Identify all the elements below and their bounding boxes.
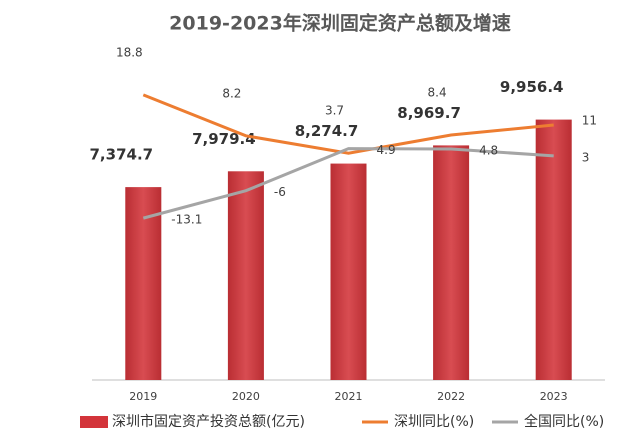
line-value-label: 11: [582, 114, 597, 128]
bar-value-label: 8,274.7: [295, 122, 359, 140]
legend-label: 深圳同比(%): [394, 414, 474, 430]
x-tick-label: 2023: [540, 390, 568, 403]
line-value-label: 4.8: [479, 143, 498, 157]
line-value-label: 3.7: [325, 104, 344, 118]
line-value-label: 3: [582, 150, 590, 164]
bar-shade: [125, 187, 162, 380]
chart-title: 2019-2023年深圳固定资产总额及增速: [169, 12, 511, 35]
x-tick-label: 2022: [437, 390, 465, 403]
bar-value-label: 7,374.7: [90, 146, 154, 164]
line: [142, 147, 554, 220]
line-value-label: 8.2: [222, 86, 241, 100]
legend-label: 深圳市固定资产投资总额(亿元): [112, 413, 305, 430]
bar-shade: [535, 119, 572, 381]
x-tick-label: 2021: [335, 390, 363, 403]
bar-shade: [433, 145, 470, 380]
bar-value-label: 9,956.4: [500, 78, 564, 96]
bar-value-label: 7,979.4: [192, 130, 256, 148]
bar-shade: [227, 171, 264, 380]
line-value-label: -6: [274, 185, 286, 199]
bar-shade: [330, 163, 367, 380]
x-tick-label: 2019: [129, 390, 157, 403]
bar-value-label: 8,969.7: [397, 104, 461, 122]
legend-label: 全国同比(%): [524, 413, 604, 430]
line-value-label: 18.8: [116, 45, 143, 59]
x-tick-label: 2020: [232, 390, 260, 403]
line-value-label: 4.9: [377, 143, 396, 157]
line-value-label: -13.1: [171, 213, 202, 227]
line-value-label: 8.4: [428, 86, 447, 100]
line: [142, 93, 554, 155]
legend-swatch: [80, 416, 108, 428]
